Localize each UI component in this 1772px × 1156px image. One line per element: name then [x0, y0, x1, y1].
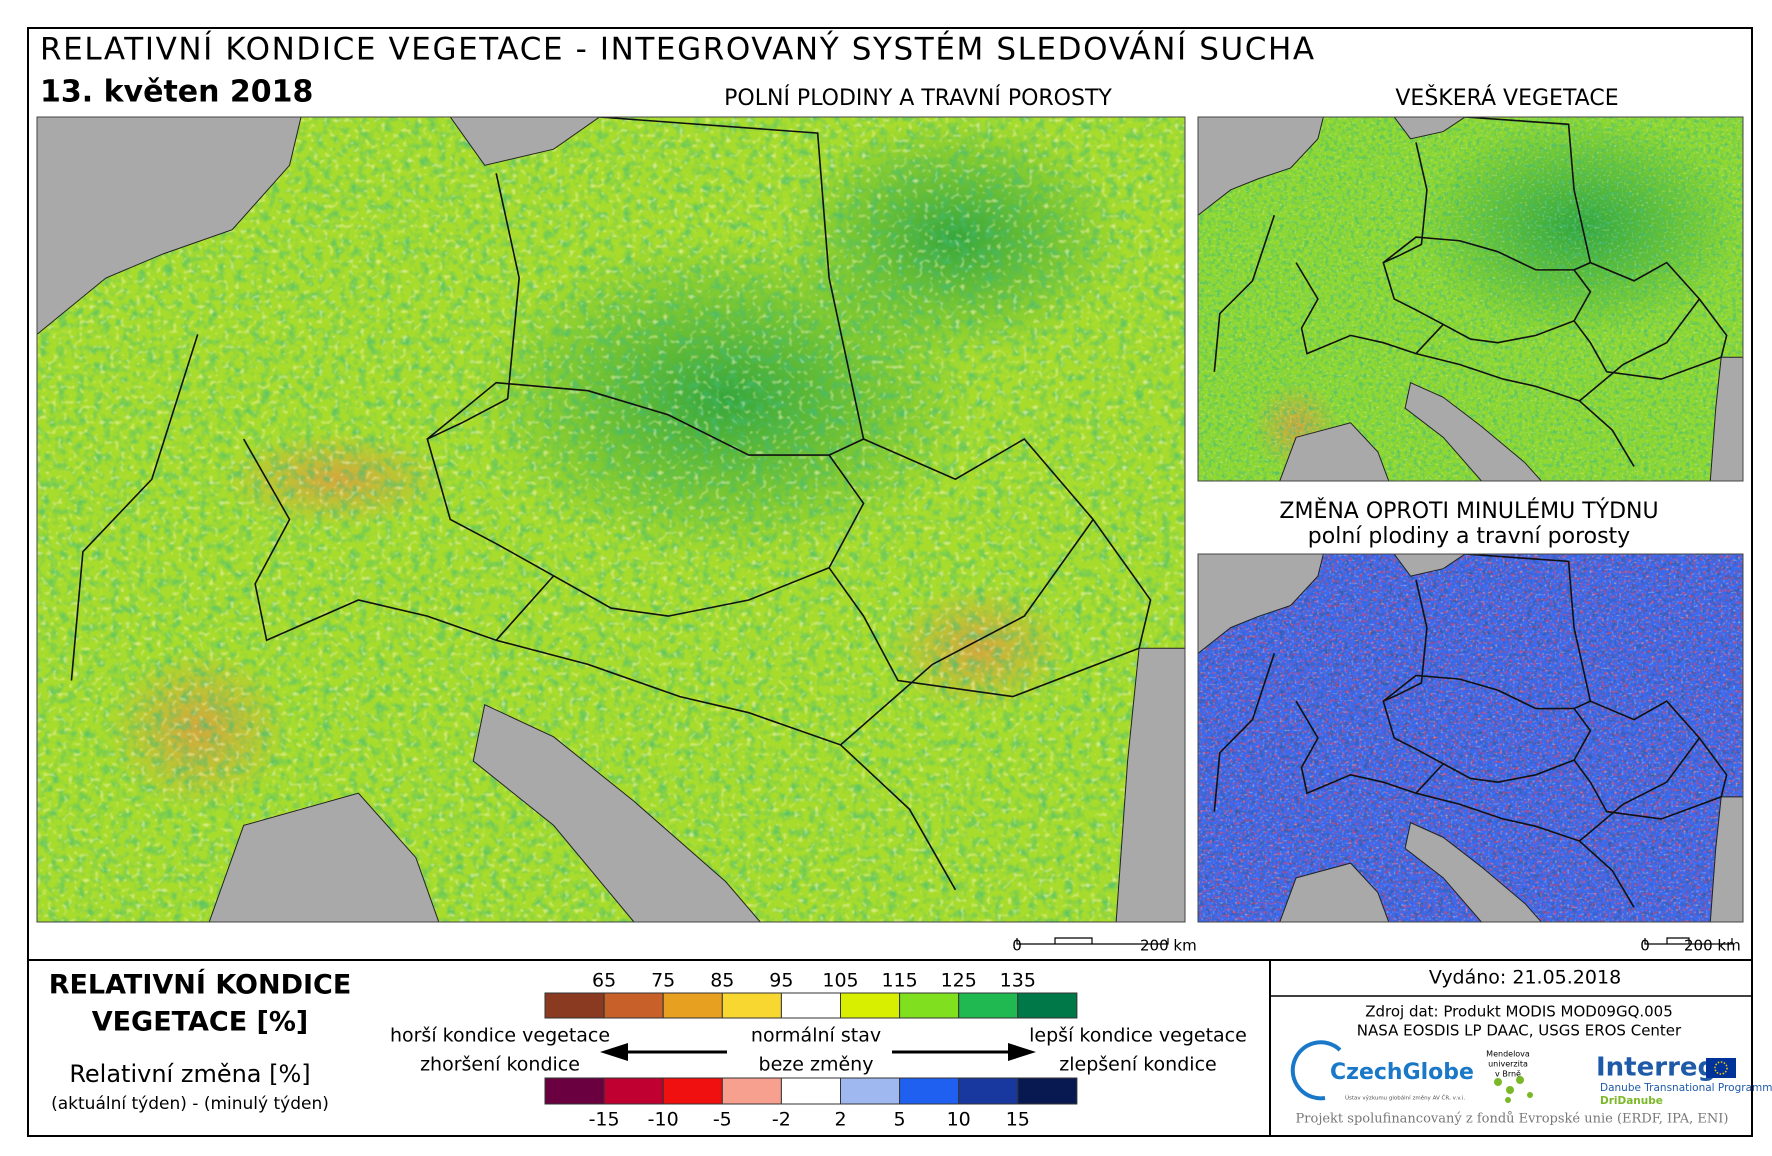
dot: [1506, 1086, 1514, 1094]
dot: [1516, 1076, 1524, 1084]
eu-flag: [1706, 1058, 1736, 1078]
sheet-date: 13. květen 2018: [40, 75, 313, 110]
legend-label: horší kondice vegetace: [390, 1025, 610, 1047]
dot: [1505, 1097, 1511, 1103]
logo-czechglobe: CzechGlobe: [1330, 1060, 1474, 1085]
legend-swatch: [840, 1077, 901, 1105]
legend-tick-label: 15: [1006, 1109, 1030, 1131]
legend-swatch: [899, 1077, 960, 1105]
scale-label: 200 km: [1684, 937, 1741, 955]
logo-mendel: univerzita: [1488, 1060, 1528, 1069]
legend-swatch: [662, 992, 723, 1019]
legend-swatch: [721, 1077, 782, 1105]
legend-tick-label: 125: [941, 970, 977, 992]
legend-change-title: Relativní změna [%]: [69, 1060, 310, 1088]
legend-tick-label: 135: [1000, 970, 1036, 992]
map-frame: [36, 116, 1186, 923]
logo-dots: [1494, 1076, 1533, 1103]
logo-mendel: Mendelova: [1486, 1050, 1530, 1059]
legend-swatch: [780, 1077, 842, 1105]
logo-programme: Danube Transnational Programme: [1600, 1082, 1772, 1094]
legend-swatch: [1017, 1077, 1078, 1105]
legend-tick-label: 10: [947, 1109, 971, 1131]
legend-tick-label: -10: [648, 1109, 679, 1131]
logo-subtitle: Ústav výzkumu globální změny AV ČR, v.v.…: [1345, 1095, 1465, 1102]
dot: [1527, 1092, 1533, 1098]
legend-tick-label: 65: [592, 970, 616, 992]
legend-label: beze změny: [759, 1054, 874, 1076]
legend-swatch: [1017, 992, 1078, 1019]
vegetation-map: [1198, 117, 1743, 481]
legend-swatch: [544, 1077, 605, 1105]
legend-swatch: [840, 992, 901, 1019]
scale-label: 0: [1012, 937, 1022, 955]
legend-label: normální stav: [751, 1025, 881, 1047]
sheet-title: RELATIVNÍ KONDICE VEGETACE - INTEGROVANÝ…: [40, 32, 1316, 68]
change-map: [1198, 554, 1743, 922]
footer: Projekt spolufinancovaný z fondů Evropsk…: [1296, 1111, 1729, 1127]
scale-bar: [1644, 937, 1733, 945]
logo-interreg: Interreg: [1596, 1053, 1716, 1083]
legend-tick-label: 75: [651, 970, 675, 992]
scale-label: 200 km: [1140, 937, 1197, 955]
map-title: ZMĚNA OPROTI MINULÉMU TÝDNU: [1279, 498, 1658, 524]
legend-label: zhoršení kondice: [420, 1054, 580, 1076]
legend-swatch: [780, 992, 842, 1019]
legend-label: zlepšení kondice: [1059, 1054, 1216, 1076]
legend-change-formula: (aktuální týden) - (minulý týden): [51, 1094, 329, 1114]
legend-title: RELATIVNÍ KONDICE: [49, 969, 352, 1001]
legend-tick-label: -5: [713, 1109, 732, 1131]
legend-tick-label: 115: [881, 970, 917, 992]
legend-tick-label: 95: [769, 970, 793, 992]
legend-tick-label: 105: [822, 970, 858, 992]
condition-map: [37, 117, 1185, 922]
legend-swatch: [544, 992, 605, 1019]
legend-swatch: [958, 1077, 1019, 1105]
legend-swatch: [721, 992, 782, 1019]
map-subtitle: polní plodiny a travní porosty: [1308, 524, 1630, 549]
dot: [1494, 1078, 1502, 1086]
logo-project: DriDanube: [1600, 1095, 1663, 1107]
map-frame: [1197, 553, 1744, 923]
issued: Vydáno: 21.05.2018: [1429, 967, 1621, 989]
arrow: [600, 1043, 628, 1061]
map-frame: [1197, 116, 1744, 482]
scale-label: 0: [1640, 937, 1650, 955]
eu-stars: [1714, 1061, 1728, 1075]
map-title: POLNÍ PLODINY A TRAVNÍ POROSTY: [724, 85, 1112, 111]
legend-swatch: [662, 1077, 723, 1105]
source: Zdroj dat: Produkt MODIS MOD09GQ.005: [1365, 1003, 1673, 1021]
legend-title: VEGETACE [%]: [92, 1007, 309, 1038]
map-title: VEŠKERÁ VEGETACE: [1395, 85, 1618, 111]
legend-tick-label: -15: [589, 1109, 620, 1131]
legend-bars: 65 75 85 95 105 115 125 135 -15 -10 -5 -2 2 5 10 15: [544, 970, 1078, 1131]
legend-tick-label: 85: [710, 970, 734, 992]
legend-tick-label: 2: [834, 1109, 846, 1131]
arrow: [1008, 1043, 1036, 1061]
legend-swatch: [958, 992, 1019, 1019]
legend-label: lepší kondice vegetace: [1029, 1025, 1247, 1047]
logo-arc: [1290, 1040, 1342, 1101]
source: NASA EOSDIS LP DAAC, USGS EROS Center: [1357, 1022, 1682, 1040]
legend-swatch: [603, 992, 664, 1019]
legend-tick-label: 5: [894, 1109, 906, 1131]
legend-swatch: [603, 1077, 664, 1105]
scale-bar: [1016, 937, 1169, 945]
legend-tick-label: -2: [772, 1109, 791, 1131]
legend-swatch: [899, 992, 960, 1019]
logo-mendel: v Brně: [1495, 1070, 1521, 1079]
